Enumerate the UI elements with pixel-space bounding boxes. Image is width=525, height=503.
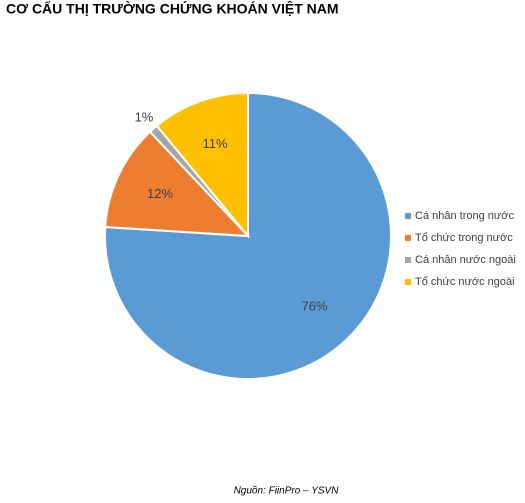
- legend-swatch: [405, 257, 411, 263]
- legend-swatch: [405, 213, 411, 219]
- data-label: 11%: [203, 136, 228, 151]
- chart-title: CƠ CẤU THỊ TRƯỜNG CHỨNG KHOÁN VIỆT NAM: [6, 0, 339, 17]
- legend-label: Tổ chức nước ngoài: [415, 276, 515, 288]
- pie-slice: [155, 91, 249, 239]
- data-label: 1%: [135, 109, 154, 124]
- legend-label: Cá nhân trong nước: [415, 210, 514, 222]
- legend-label: Cá nhân nước ngoài: [415, 254, 516, 266]
- legend-label: Tổ chức trong nước: [415, 232, 513, 244]
- pie-slice: [104, 130, 251, 238]
- data-label: 76%: [302, 298, 328, 313]
- data-label: 12%: [147, 186, 173, 201]
- legend-swatch: [405, 279, 411, 285]
- pie-slice: [104, 91, 392, 380]
- source-note: Nguồn: FiinPro – YSVN: [234, 485, 340, 497]
- legend-swatch: [405, 235, 411, 241]
